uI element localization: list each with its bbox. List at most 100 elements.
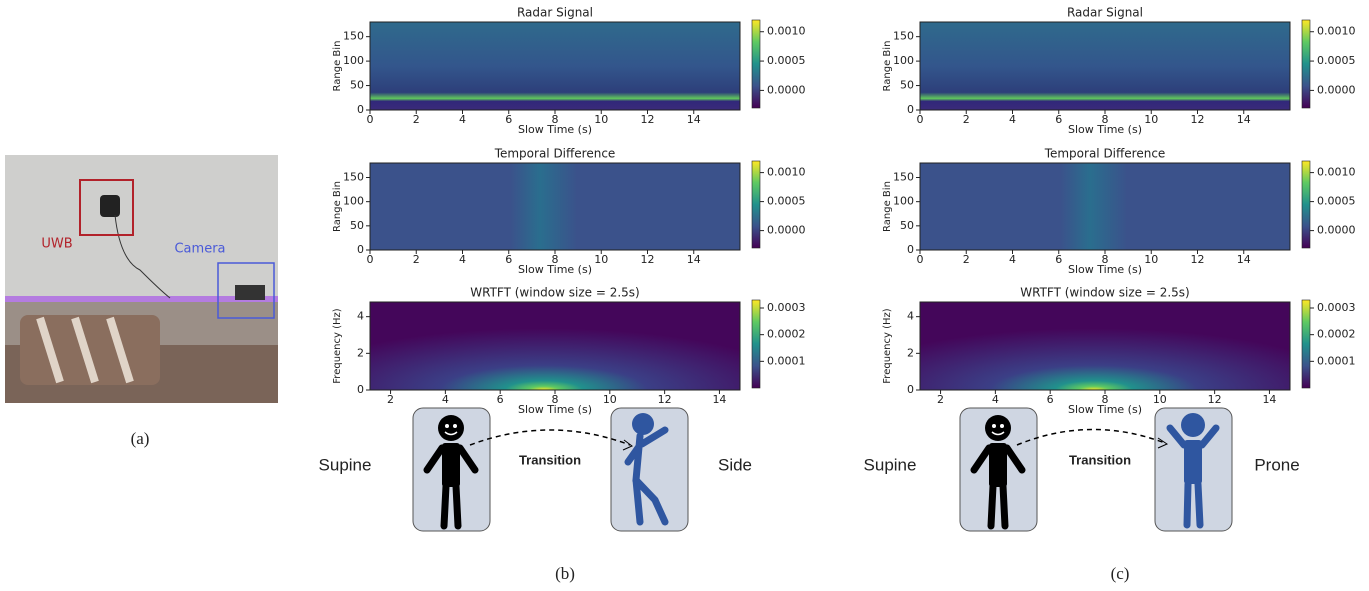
y-tick-label: 150 — [343, 30, 364, 43]
photo — [5, 155, 278, 403]
x-tick-label: 14 — [687, 253, 701, 266]
colorbar-tick-label: 0.0010 — [767, 166, 806, 179]
x-tick-label: 6 — [1047, 393, 1054, 406]
y-axis-label: Range Bin — [332, 41, 343, 92]
y-axis-label: Frequency (Hz) — [882, 308, 893, 384]
x-tick-label: 14 — [712, 393, 726, 406]
x-tick-label: 10 — [1144, 253, 1158, 266]
y-tick-label: 0 — [357, 383, 364, 396]
y-tick-label: 100 — [343, 54, 364, 67]
x-axis-label: Slow Time (s) — [518, 403, 592, 416]
posture-label: Side — [718, 455, 752, 474]
colorbar-tick-label: 0.0005 — [767, 195, 806, 208]
transition-label: Transition — [1069, 452, 1131, 467]
y-tick-label: 50 — [900, 219, 914, 232]
heatmap — [369, 21, 741, 111]
x-axis-label: Slow Time (s) — [518, 263, 592, 276]
heatmap — [919, 162, 1291, 251]
y-tick-label: 2 — [357, 346, 364, 359]
posture-label: Supine — [864, 455, 917, 474]
x-tick-label: 4 — [459, 253, 466, 266]
y-tick-label: 2 — [907, 346, 914, 359]
x-tick-label: 12 — [641, 253, 655, 266]
caption: (c) — [1111, 564, 1130, 583]
x-tick-label: 12 — [1208, 393, 1222, 406]
y-axis-label: Range Bin — [882, 181, 893, 232]
x-tick-label: 8 — [1102, 113, 1109, 126]
x-tick-label: 10 — [594, 253, 608, 266]
y-tick-label: 4 — [357, 310, 364, 323]
plot-title: WRTFT (window size = 2.5s) — [1020, 286, 1190, 300]
heatmap — [369, 301, 741, 391]
colorbar — [1301, 160, 1311, 249]
colorbar-tick-label: 0.0002 — [1317, 328, 1356, 341]
x-tick-label: 10 — [594, 113, 608, 126]
colorbar-tick-label: 0.0005 — [1317, 54, 1356, 67]
plot-title: Temporal Difference — [1044, 147, 1166, 161]
y-axis-label: Range Bin — [882, 41, 893, 92]
posture-b — [412, 407, 689, 532]
x-tick-label: 12 — [1191, 253, 1205, 266]
x-axis-label: Slow Time (s) — [1068, 263, 1142, 276]
y-axis-label: Range Bin — [332, 181, 343, 232]
x-tick-label: 6 — [497, 393, 504, 406]
x-tick-label: 8 — [552, 253, 559, 266]
y-tick-label: 0 — [357, 243, 364, 256]
y-tick-label: 150 — [893, 171, 914, 184]
x-tick-label: 4 — [1009, 113, 1016, 126]
x-tick-label: 14 — [1262, 393, 1276, 406]
caption: (b) — [555, 564, 575, 583]
caption: (a) — [131, 429, 150, 448]
y-tick-label: 50 — [350, 79, 364, 92]
posture-label: Prone — [1254, 455, 1299, 474]
y-tick-label: 100 — [893, 195, 914, 208]
colorbar — [1301, 299, 1311, 389]
y-axis-label: Frequency (Hz) — [332, 308, 343, 384]
x-tick-label: 0 — [917, 113, 924, 126]
x-tick-label: 8 — [552, 393, 559, 406]
transition-label: Transition — [519, 452, 581, 467]
x-tick-label: 12 — [658, 393, 672, 406]
y-tick-label: 0 — [907, 243, 914, 256]
x-tick-label: 0 — [917, 253, 924, 266]
colorbar — [751, 19, 761, 109]
heatmap — [919, 21, 1291, 111]
x-tick-label: 8 — [1102, 253, 1109, 266]
x-tick-label: 14 — [1237, 253, 1251, 266]
colorbar-tick-label: 0.0000 — [1317, 224, 1356, 237]
posture-c — [959, 407, 1233, 532]
y-tick-label: 150 — [893, 30, 914, 43]
y-tick-label: 50 — [350, 219, 364, 232]
x-tick-label: 12 — [1191, 113, 1205, 126]
x-tick-label: 0 — [367, 253, 374, 266]
heatmap — [369, 162, 741, 251]
x-tick-label: 4 — [1009, 253, 1016, 266]
x-tick-label: 2 — [963, 253, 970, 266]
x-tick-label: 4 — [992, 393, 999, 406]
colorbar-tick-label: 0.0002 — [767, 328, 806, 341]
x-tick-label: 2 — [387, 393, 394, 406]
y-tick-label: 0 — [357, 103, 364, 116]
y-tick-label: 150 — [343, 171, 364, 184]
x-tick-label: 4 — [459, 113, 466, 126]
x-tick-label: 8 — [1102, 393, 1109, 406]
y-tick-label: 0 — [907, 383, 914, 396]
y-tick-label: 100 — [893, 54, 914, 67]
colorbar-tick-label: 0.0005 — [1317, 195, 1356, 208]
x-tick-label: 2 — [413, 113, 420, 126]
x-tick-label: 6 — [505, 253, 512, 266]
x-tick-label: 2 — [937, 393, 944, 406]
colorbar-tick-label: 0.0000 — [767, 83, 806, 96]
colorbar — [751, 160, 761, 249]
colorbar-tick-label: 0.0003 — [767, 301, 806, 314]
y-tick-label: 0 — [907, 103, 914, 116]
x-axis-label: Slow Time (s) — [518, 123, 592, 136]
x-axis-label: Slow Time (s) — [1068, 403, 1142, 416]
x-tick-label: 0 — [367, 113, 374, 126]
x-tick-label: 10 — [1153, 393, 1167, 406]
colorbar-tick-label: 0.0010 — [1317, 166, 1356, 179]
x-tick-label: 10 — [1144, 113, 1158, 126]
colorbar-tick-label: 0.0001 — [1317, 354, 1356, 367]
x-tick-label: 12 — [641, 113, 655, 126]
